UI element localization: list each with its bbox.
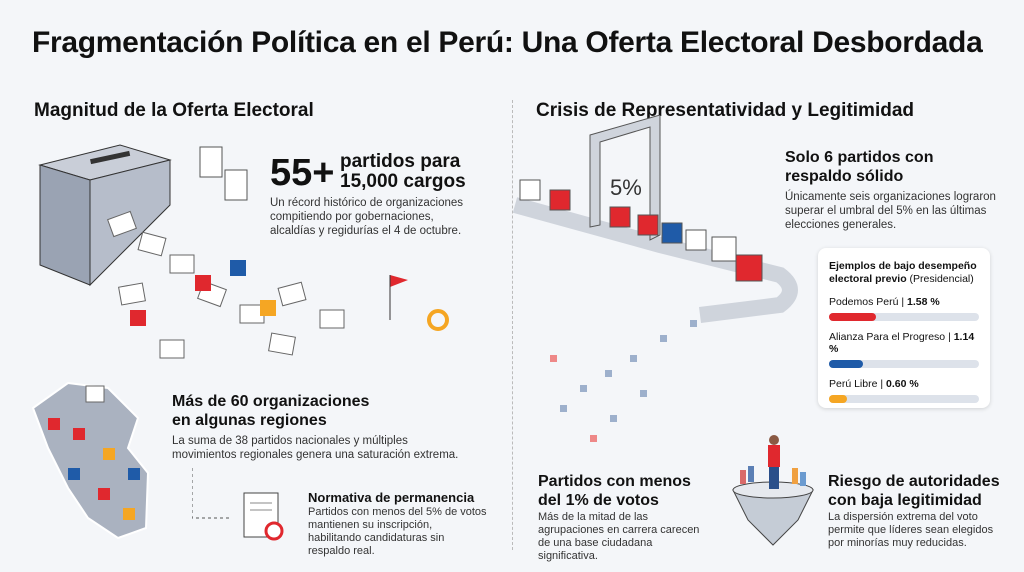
party-bar-track: [829, 395, 979, 403]
party-value: 1.14 %: [829, 331, 975, 355]
party-value: 0.60 %: [886, 378, 919, 390]
peru-map-illustration: [31, 381, 150, 540]
party-name: Podemos Perú: [829, 296, 899, 308]
risk-title: Riesgo de autoridades con baja legitimid…: [828, 473, 1000, 509]
left-section-title: Magnitud de la Oferta Electoral: [34, 100, 314, 121]
big-line1: partidos para: [340, 151, 461, 172]
card-title-rest: (Presidencial): [906, 273, 974, 285]
regions-desc: La suma de 38 partidos nacionales y múlt…: [172, 435, 459, 461]
page-title: Fragmentación Política en el Perú: Una O…: [32, 26, 983, 59]
solid-desc: Únicamente seis organizaciones lograron …: [785, 191, 996, 231]
party-row: Alianza Para el Progreso | 1.14 %: [829, 331, 979, 368]
norm-title: Normativa de permanencia: [308, 490, 475, 505]
party-bar-fill: [829, 313, 877, 321]
party-value: 1.58 %: [907, 296, 940, 308]
big-line2: 15,000 cargos: [340, 171, 466, 192]
party-bar-track: [829, 313, 979, 321]
divider: [512, 100, 513, 550]
ballot-box-illustration: [38, 144, 449, 359]
big-number: 55+: [270, 152, 335, 194]
document-icon: [192, 468, 284, 541]
solid-title: Solo 6 partidos con respaldo sólido: [785, 149, 934, 185]
regions-title: Más de 60 organizaciones en algunas regi…: [172, 393, 370, 429]
low-title: Partidos con menos del 1% de votos: [538, 473, 691, 509]
right-section-title: Crisis de Representatividad y Legitimida…: [536, 100, 914, 121]
low-desc: Más de la mitad de las agrupaciones en c…: [538, 511, 700, 562]
big-desc: Un récord histórico de organizaciones co…: [270, 197, 464, 237]
party-name: Perú Libre: [829, 378, 878, 390]
norm-desc: Partidos con menos del 5% de votos manti…: [308, 506, 487, 557]
leader-on-cliff-illustration: [732, 435, 814, 546]
party-row: Podemos Perú | 1.58 %: [829, 296, 979, 321]
card-title: Ejemplos de bajo desempeño electoral pre…: [829, 260, 977, 285]
low-performance-card: Ejemplos de bajo desempeño electoral pre…: [818, 248, 990, 408]
gate-label: 5%: [610, 175, 642, 200]
party-bar-track: [829, 360, 979, 368]
party-bar-fill: [829, 360, 864, 368]
party-row: Perú Libre | 0.60 %: [829, 378, 979, 403]
party-name: Alianza Para el Progreso: [829, 331, 946, 343]
party-bar-fill: [829, 395, 847, 403]
risk-desc: La dispersión extrema del voto permite q…: [828, 511, 994, 549]
threshold-gate-illustration: 5%: [512, 115, 798, 442]
